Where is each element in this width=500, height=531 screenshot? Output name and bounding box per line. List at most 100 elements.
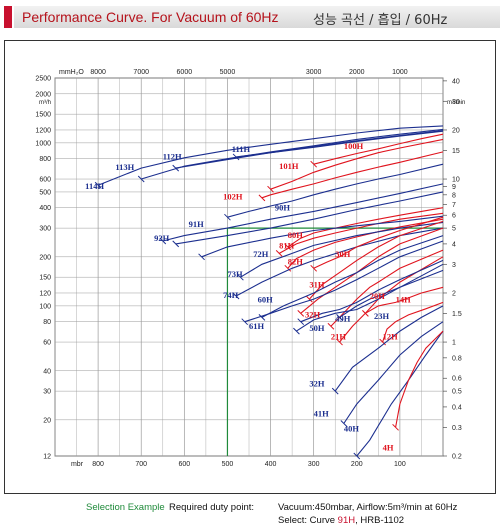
y-left-tick-label: 500: [39, 189, 51, 196]
curve-end-tick: [293, 327, 300, 335]
x-top-tick-label: 8000: [90, 69, 106, 76]
x-bottom-tick-label: 800: [92, 461, 104, 468]
curve-101h: [270, 138, 444, 190]
curve-81h: [278, 212, 444, 254]
x-top-tick-label: 3000: [306, 69, 322, 76]
curve-113h: [141, 128, 444, 180]
y-left-tick-label: 300: [39, 226, 51, 233]
curve-end-tick: [336, 314, 343, 321]
y-right-tick-label: 20: [452, 127, 460, 134]
y-right-tick-label: 0.6: [452, 376, 462, 383]
curve-label: 12H: [383, 332, 399, 342]
x-bottom-unit-label: mbr: [71, 461, 84, 468]
y-right-tick-label: 30: [452, 99, 460, 106]
y-left-tick-label: 60: [43, 340, 51, 347]
y-left-tick-label: 1500: [35, 112, 51, 119]
x-top-tick-label: 2000: [349, 69, 365, 76]
curve-label: 82H: [288, 256, 304, 266]
y-right-tick-label: 0.5: [452, 389, 462, 396]
y-right-tick-label: 9: [452, 184, 456, 191]
selected-curve: 91H: [337, 515, 356, 526]
curve-end-tick: [224, 213, 231, 221]
curve-4h: [395, 330, 444, 428]
curve-end-tick: [284, 264, 292, 272]
x-top-tick-label: 6000: [177, 69, 193, 76]
curve-end-tick: [310, 264, 318, 272]
y-left-tick-label: 100: [39, 303, 51, 310]
curve-60h: [261, 235, 444, 318]
chart-frame: [4, 40, 496, 494]
x-top-tick-label: 7000: [133, 69, 149, 76]
curve-label: 112H: [163, 152, 182, 162]
y-right-tick-label: 40: [452, 78, 460, 85]
curve-end-tick: [379, 338, 386, 346]
curve-end-tick: [340, 420, 348, 427]
y-left-tick-label: 120: [39, 290, 51, 297]
curve-end-tick: [258, 194, 266, 202]
curve-80h: [287, 207, 444, 248]
curve-label: 90H: [275, 202, 291, 212]
curve-41h: [343, 321, 444, 424]
x-bottom-tick-label: 400: [265, 461, 277, 468]
curve-end-tick: [137, 175, 145, 183]
curve-end-tick: [327, 322, 335, 330]
curve-102h: [261, 151, 444, 199]
curve-label: 60H: [258, 294, 274, 304]
curve-end-tick: [172, 164, 180, 172]
curve-label: 50H: [309, 323, 325, 333]
y-right-tick-label: 6: [452, 213, 456, 220]
selection-example-label: Selection Example: [86, 502, 165, 513]
chart-title: Performance Curve. For Vacuum of 60Hz: [22, 9, 279, 25]
footer: Selection Example Required duty point: V…: [0, 498, 500, 531]
curve-label: 114H: [85, 181, 104, 191]
curve-end-tick: [94, 181, 102, 189]
curve-label: 23H: [374, 311, 390, 321]
curve-label: 61H: [249, 321, 265, 331]
title-band: [14, 6, 500, 28]
y-left-tick-label: 40: [43, 368, 51, 375]
x-bottom-tick-label: 700: [135, 461, 147, 468]
curve-end-tick: [392, 423, 399, 431]
curve-end-tick: [198, 253, 205, 261]
curve-label: 41H: [314, 408, 330, 418]
y-right-tick-label: 0.3: [452, 425, 462, 432]
chart-title-korean: 성능 곡선 / 흡입 / 60Hz: [313, 13, 448, 28]
y-right-tick-label: 1: [452, 340, 456, 347]
curve-end-tick: [275, 250, 283, 257]
curve-end-tick: [237, 273, 244, 281]
curve-label: 91H: [189, 219, 205, 229]
curve-label: 49H: [335, 314, 351, 324]
y-left-tick-label: 80: [43, 319, 51, 326]
y-left-tick-label: 400: [39, 205, 51, 212]
curve-end-tick: [241, 318, 249, 326]
curve-label: 111H: [232, 144, 251, 154]
curve-82h: [287, 218, 444, 269]
curve-73h: [240, 221, 444, 278]
y-left-tick-label: 2000: [35, 91, 51, 98]
y-right-tick-label: 0.4: [452, 404, 462, 411]
curve-label: 113H: [115, 162, 134, 172]
curve-label: 100H: [344, 141, 364, 151]
curve-label: 74H: [223, 290, 239, 300]
curve-label: 14H: [396, 294, 412, 304]
select-prefix: Select: Curve: [278, 515, 338, 526]
y-left-tick-label: 30: [43, 389, 51, 396]
y-left-tick-label: 2500: [35, 76, 51, 83]
curve-end-tick: [331, 387, 339, 395]
curve-label: 32H: [309, 379, 325, 389]
curve-23h: [339, 269, 444, 318]
curve-label: 102H: [223, 191, 243, 201]
title-accent-bar: [4, 6, 12, 28]
curve-32h: [334, 305, 444, 392]
curve-30h: [313, 216, 444, 269]
curve-end-tick: [306, 295, 313, 303]
select-suffix: , HRB-1102: [355, 515, 405, 526]
curve-92h: [175, 191, 444, 245]
curve-end-tick: [172, 240, 180, 248]
curve-label: 20H: [370, 291, 386, 301]
x-top-unit-label: mmH₂O: [59, 69, 84, 76]
title-bar: Performance Curve. For Vacuum of 60Hz 성능…: [0, 0, 500, 34]
curve-21h: [339, 256, 444, 343]
x-bottom-tick-label: 100: [394, 461, 406, 468]
x-top-tick-label: 5000: [220, 69, 236, 76]
